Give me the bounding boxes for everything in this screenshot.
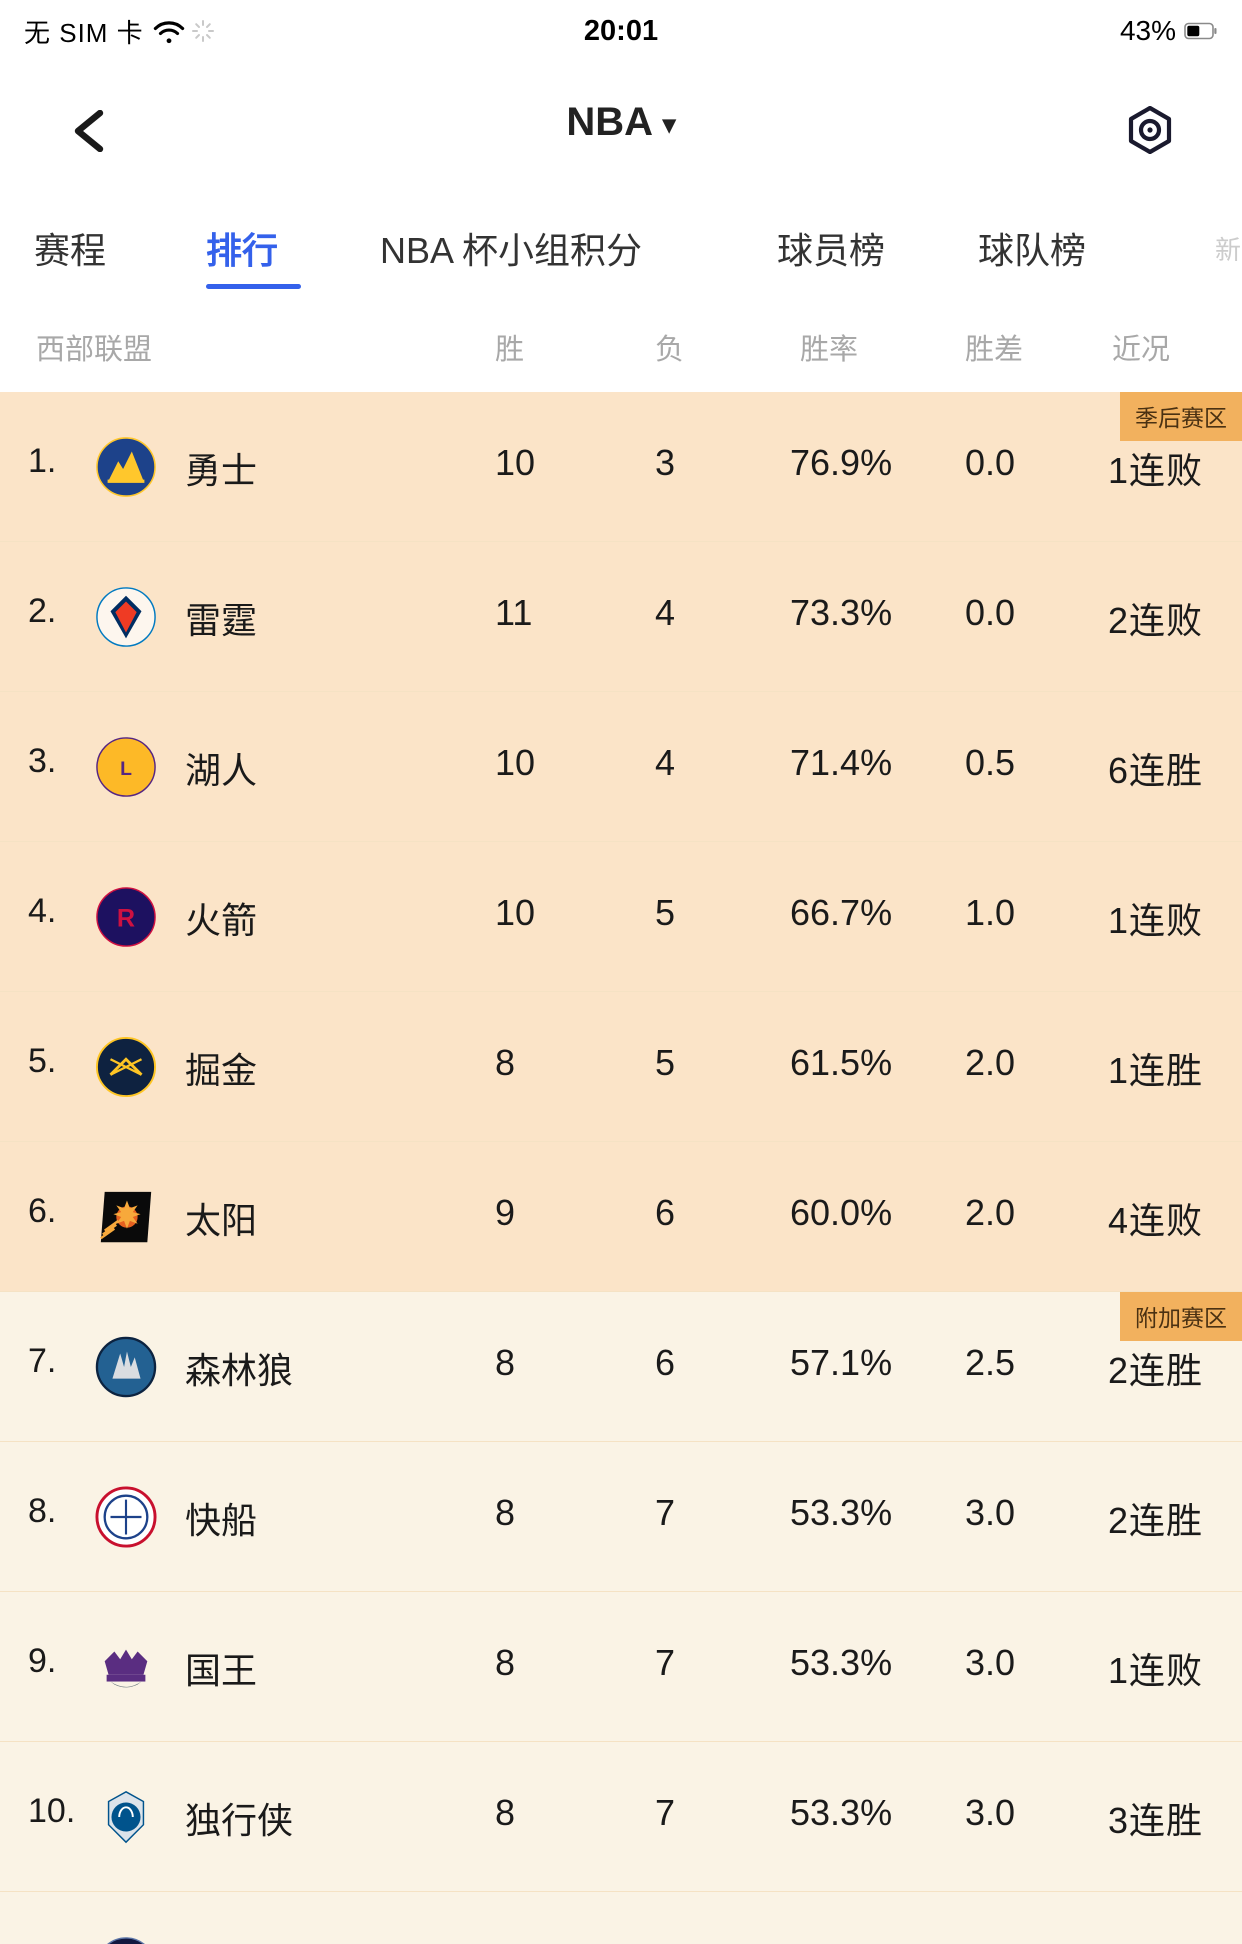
svg-text:R: R: [117, 905, 135, 933]
svg-text:L: L: [120, 758, 132, 780]
